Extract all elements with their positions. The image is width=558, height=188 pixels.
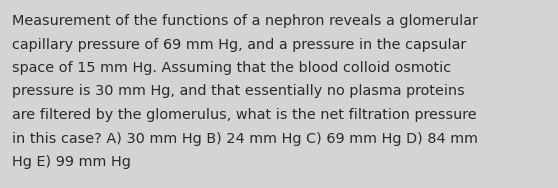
Text: pressure is 30 mm Hg, and that essentially no plasma proteins: pressure is 30 mm Hg, and that essential… (12, 84, 465, 99)
Text: are filtered by the glomerulus, what is the net filtration pressure: are filtered by the glomerulus, what is … (12, 108, 477, 122)
Text: in this case? A) 30 mm Hg B) 24 mm Hg C) 69 mm Hg D) 84 mm: in this case? A) 30 mm Hg B) 24 mm Hg C)… (12, 131, 478, 146)
Text: Hg E) 99 mm Hg: Hg E) 99 mm Hg (12, 155, 131, 169)
Text: space of 15 mm Hg. Assuming that the blood colloid osmotic: space of 15 mm Hg. Assuming that the blo… (12, 61, 451, 75)
Text: Measurement of the functions of a nephron reveals a glomerular: Measurement of the functions of a nephro… (12, 14, 478, 28)
Text: capillary pressure of 69 mm Hg, and a pressure in the capsular: capillary pressure of 69 mm Hg, and a pr… (12, 37, 466, 52)
